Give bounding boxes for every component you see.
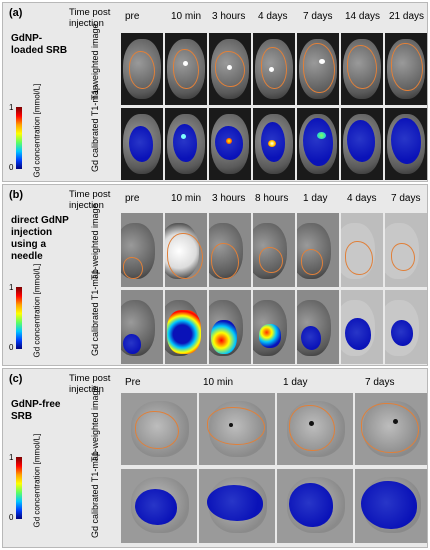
gd-map-tile: [199, 469, 275, 543]
t1-image-tile: [121, 393, 197, 465]
colorbar-label: Gd concentration [mmol/L]: [32, 83, 42, 178]
gd-map-tile: [341, 290, 383, 364]
t1-image-tile: [209, 33, 251, 105]
gd-map-tile: [209, 108, 251, 180]
column-header: 7 days: [303, 11, 333, 22]
panel-label: (b): [9, 189, 24, 201]
colorbar-min: 0: [9, 513, 14, 522]
t1-image-tile: [297, 213, 339, 287]
column-header: Pre: [125, 377, 141, 388]
colorbar-max: 1: [9, 283, 14, 292]
column-header: 21 days: [389, 11, 425, 22]
group-title: direct GdNP injection using a needle: [11, 215, 69, 262]
gd-map-tile: [165, 108, 207, 180]
t1-image-tile: [121, 33, 163, 105]
column-header: pre: [125, 11, 140, 22]
column-header: 3 hours: [212, 193, 246, 204]
column-header: pre: [125, 193, 140, 204]
gd-map-tile: [341, 108, 383, 180]
t1-image-tile: [341, 33, 383, 105]
row-label-map: Gd calibrated T1-map: [90, 451, 100, 538]
column-header: 7 days: [391, 193, 421, 204]
colorbar: 1 0 Gd concentration [mmol/L]: [9, 84, 59, 178]
gd-map-tile: [209, 290, 251, 364]
time-header: Time post injection: [69, 7, 111, 29]
panel-a: (a) Time post injection GdNP-loaded SRB …: [2, 2, 428, 182]
group-title: GdNP-loaded SRB: [11, 33, 68, 56]
column-header: 7 days: [365, 377, 395, 388]
colorbar-label: Gd concentration [mmol/L]: [32, 433, 42, 528]
t1-image-tile: [385, 213, 427, 287]
group-title: GdNP-free SRB: [11, 399, 61, 422]
gd-map-tile: [121, 290, 163, 364]
colorbar: 1 0 Gd concentration [mmol/L]: [9, 434, 59, 528]
t1-image-tile: [253, 213, 295, 287]
column-header: 1 day: [303, 193, 328, 204]
column-header: 4 days: [258, 11, 288, 22]
colorbar: 1 0 Gd concentration [mmol/L]: [9, 264, 59, 358]
gd-map-tile: [297, 290, 339, 364]
gd-map-tile: [355, 469, 427, 543]
t1-image-tile: [385, 33, 427, 105]
gd-map-tile: [385, 290, 427, 364]
t1-image-tile: [165, 213, 207, 287]
t1-image-tile: [199, 393, 275, 465]
gd-map-tile: [253, 108, 295, 180]
t1-image-tile: [297, 33, 339, 105]
t1-image-tile: [209, 213, 251, 287]
panel-b: (b) Time post injection direct GdNP inje…: [2, 184, 428, 366]
colorbar-gradient: [16, 107, 22, 169]
column-header: 14 days: [345, 11, 381, 22]
colorbar-gradient: [16, 457, 22, 519]
t1-image-tile: [355, 393, 427, 465]
t1-image-tile: [253, 33, 295, 105]
panel-c: (c) Time post injection GdNP-free SRB Pr…: [2, 368, 428, 548]
t1-image-tile: [277, 393, 353, 465]
column-header: 10 min: [171, 11, 202, 22]
column-header: 8 hours: [255, 193, 289, 204]
colorbar-min: 0: [9, 163, 14, 172]
t1-image-tile: [121, 213, 163, 287]
gd-map-tile: [121, 108, 163, 180]
colorbar-label: Gd concentration [mmol/L]: [32, 263, 42, 358]
colorbar-max: 1: [9, 103, 14, 112]
gd-map-tile: [165, 290, 207, 364]
column-header: 3 hours: [212, 11, 246, 22]
row-label-map: Gd calibrated T1-map: [90, 85, 100, 172]
column-header: 10 min: [203, 377, 234, 388]
column-header: 4 days: [347, 193, 377, 204]
colorbar-gradient: [16, 287, 22, 349]
t1-image-tile: [341, 213, 383, 287]
gd-map-tile: [385, 108, 427, 180]
colorbar-max: 1: [9, 453, 14, 462]
column-header: 1 day: [283, 377, 308, 388]
colorbar-min: 0: [9, 343, 14, 352]
time-header: Time post injection: [69, 189, 111, 211]
panel-label: (c): [9, 373, 23, 385]
gd-map-tile: [277, 469, 353, 543]
gd-map-tile: [121, 469, 197, 543]
t1-image-tile: [165, 33, 207, 105]
gd-map-tile: [253, 290, 295, 364]
gd-map-tile: [297, 108, 339, 180]
column-header: 10 min: [171, 193, 202, 204]
row-label-map: Gd calibrated T1-map: [90, 269, 100, 356]
panel-label: (a): [9, 7, 23, 19]
time-header: Time post injection: [69, 373, 111, 395]
